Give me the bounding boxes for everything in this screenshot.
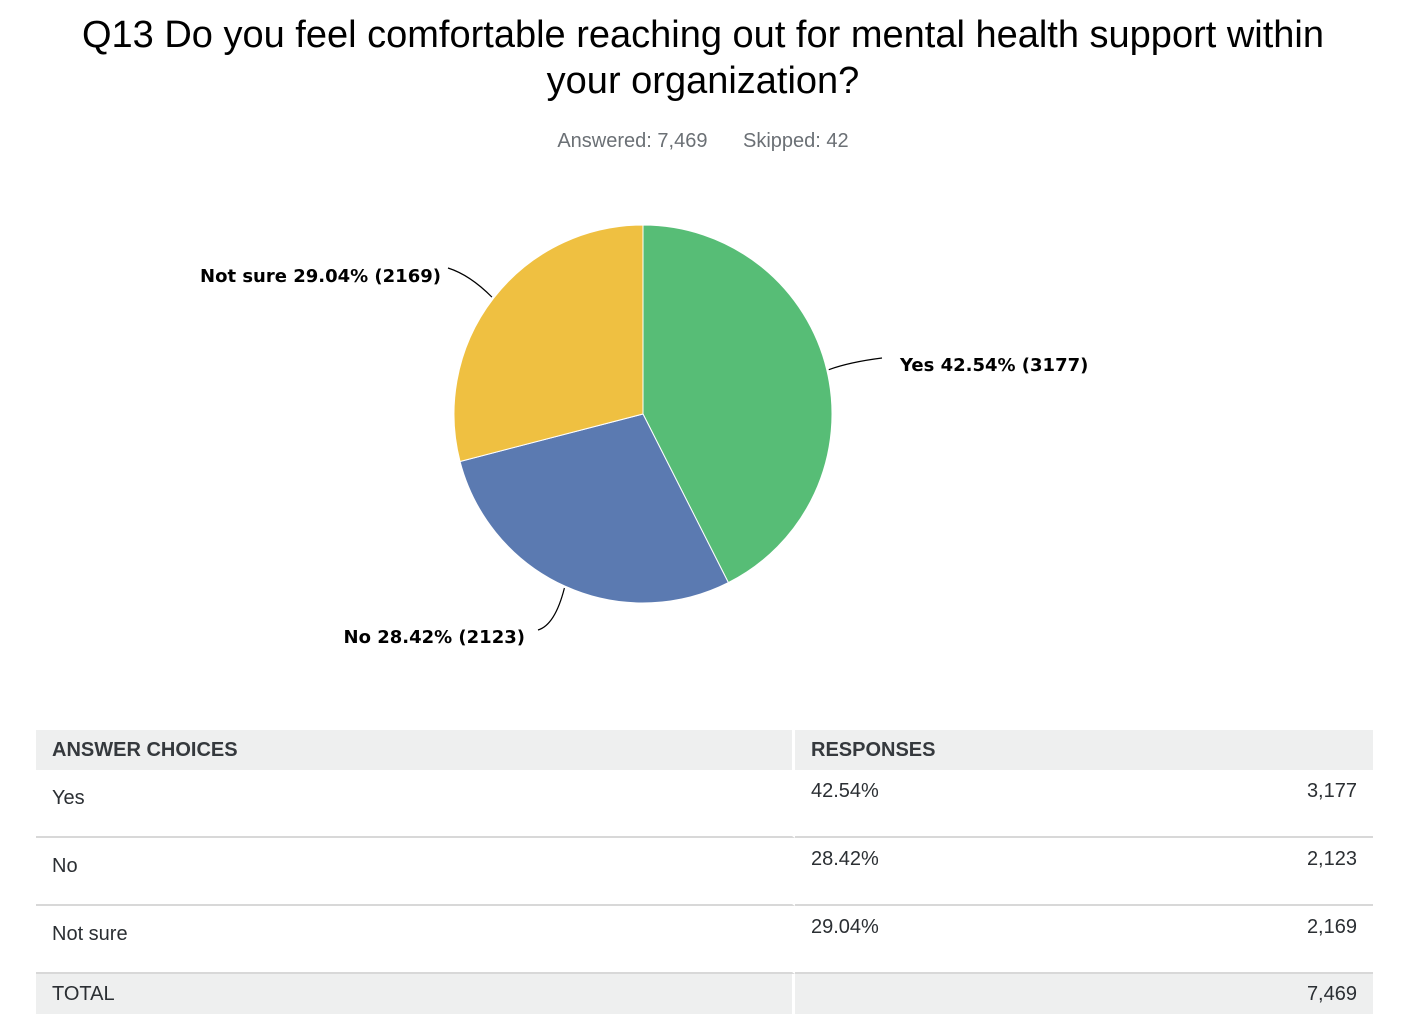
leader-line: [447, 267, 493, 298]
skipped-count: Skipped: 42: [743, 130, 849, 152]
row-choice: No: [36, 838, 795, 906]
pie-chart: Yes 42.54% (3177) No 28.42% (2123) Not sur…: [200, 224, 1088, 648]
responses-table: ANSWER CHOICES RESPONSES Yes 42.54% 3,17…: [36, 730, 1373, 1014]
row-percent: 28.42%: [795, 838, 1113, 906]
header-answer-choices: ANSWER CHOICES: [36, 730, 795, 770]
row-percent: 42.54%: [795, 770, 1113, 838]
question-title: Q13 Do you feel comfortable reaching out…: [81, 14, 1325, 102]
total-row: TOTAL 7,469: [36, 974, 1373, 1014]
header-responses: RESPONSES: [795, 730, 1373, 770]
pie-slice-yes: [642, 224, 833, 584]
total-count: 7,469: [1112, 974, 1373, 1014]
row-choice: Yes: [36, 770, 795, 838]
slice-label: Yes 42.54% (3177): [899, 355, 1088, 376]
response-stats: Answered: 7,469 Skipped: 42: [0, 130, 1406, 153]
total-percent-empty: [795, 974, 1113, 1014]
row-count: 2,123: [1112, 838, 1373, 906]
pie-slice-no: [459, 413, 730, 604]
row-count: 2,169: [1112, 906, 1373, 974]
table-row: Not sure 29.04% 2,169: [36, 906, 1373, 974]
table-row: Yes 42.54% 3,177: [36, 770, 1373, 838]
leader-line: [537, 587, 565, 631]
leader-line: [828, 357, 883, 371]
answered-count: Answered: 7,469: [557, 130, 708, 152]
table-row: No 28.42% 2,123: [36, 838, 1373, 906]
row-percent: 29.04%: [795, 906, 1113, 974]
total-label: TOTAL: [36, 974, 795, 1014]
slice-label: No 28.42% (2123): [344, 627, 526, 648]
slice-label: Not sure 29.04% (2169): [200, 266, 441, 287]
row-count: 3,177: [1112, 770, 1373, 838]
row-choice: Not sure: [36, 906, 795, 974]
table-header-row: ANSWER CHOICES RESPONSES: [36, 730, 1373, 770]
pie-slice-not-sure: [453, 224, 644, 463]
